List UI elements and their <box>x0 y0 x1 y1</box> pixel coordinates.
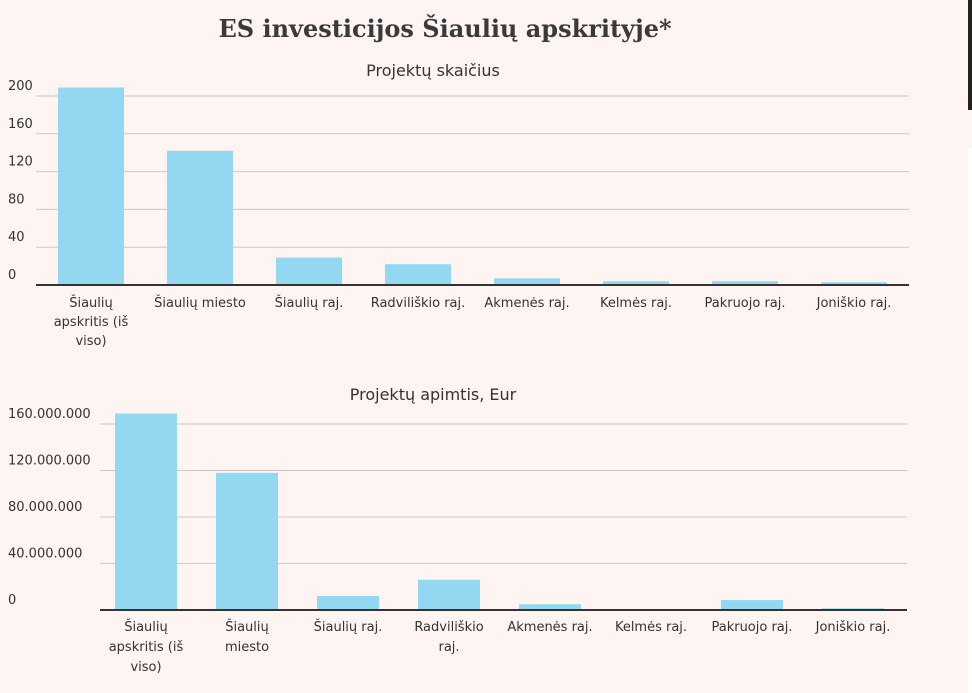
x-tick-label-line: apskritis (iš <box>109 640 184 655</box>
chart-0-x-tick-label: Radviliškio raj. <box>371 296 466 311</box>
chart-0-y-tick-label: 40 <box>8 230 25 245</box>
chart-1-bar <box>519 604 581 610</box>
x-tick-label-line: apskritis (iš <box>54 315 129 330</box>
x-tick-label-line: Šiaulių raj. <box>275 295 344 311</box>
window-edge-lower <box>968 148 972 693</box>
window-edge <box>968 0 972 110</box>
chart-1-x-tick-label: Pakruojo raj. <box>711 620 792 635</box>
x-tick-label-line: Akmenės raj. <box>484 296 569 311</box>
chart-0-y-tick-label: 160 <box>8 117 33 132</box>
chart-1-y-tick-label: 80.000.000 <box>8 500 82 515</box>
chart-1-bar <box>216 472 278 610</box>
x-tick-label-line: Šiaulių <box>124 619 168 635</box>
x-tick-label-line: miesto <box>225 640 269 655</box>
chart-1-x-tick-label: Akmenės raj. <box>507 620 592 635</box>
x-tick-label-line: Joniškio raj. <box>816 296 892 311</box>
chart-0-x-tick-label: Šiaulių miesto <box>154 295 246 311</box>
chart-0-bar <box>58 87 124 286</box>
chart-0-bar <box>603 281 669 285</box>
x-tick-label-line: Pakruojo raj. <box>704 296 785 311</box>
chart-1-y-tick-label: 0 <box>8 593 16 608</box>
chart-0-title: Projektų skaičius <box>366 61 500 80</box>
chart-0-bar <box>821 282 887 285</box>
chart-0-y-tick-label: 0 <box>8 268 16 283</box>
chart-0-bar <box>167 150 233 285</box>
chart-1-x-tick-label: Joniškio raj. <box>815 620 891 635</box>
chart-0-x-tick-label: Joniškio raj. <box>816 296 892 311</box>
x-tick-label-line: raj. <box>438 640 459 655</box>
chart-1-y-tick-label: 120.000.000 <box>8 454 91 469</box>
chart-1-bar <box>721 600 783 610</box>
chart-1-bar <box>115 413 177 610</box>
chart-0-y-tick-label: 80 <box>8 192 25 207</box>
x-tick-label-line: Šiaulių raj. <box>314 619 383 635</box>
x-tick-label-line: Kelmės raj. <box>600 296 672 311</box>
x-tick-label-line: Pakruojo raj. <box>711 620 792 635</box>
x-tick-label-line: Akmenės raj. <box>507 620 592 635</box>
chart-1-title: Projektų apimtis, Eur <box>350 385 517 404</box>
chart-1-x-tick-label: Kelmės raj. <box>615 620 687 635</box>
chart-0-x-tick-label: Šiaulių raj. <box>275 295 344 311</box>
chart-0-x-tick-label: Pakruojo raj. <box>704 296 785 311</box>
chart-1-y-tick-label: 160.000.000 <box>8 407 91 422</box>
chart-0-bar <box>385 264 451 285</box>
x-tick-label-line: Kelmės raj. <box>615 620 687 635</box>
chart-0-x-tick-label: Kelmės raj. <box>600 296 672 311</box>
x-tick-label-line: Šiaulių miesto <box>154 295 246 311</box>
chart-0-y-tick-label: 120 <box>8 155 33 170</box>
x-tick-label-line: Joniškio raj. <box>815 620 891 635</box>
chart-1-x-tick-label: Šiaulių raj. <box>314 619 383 635</box>
chart-1-y-tick-label: 40.000.000 <box>8 547 82 562</box>
x-tick-label-line: Radviliškio raj. <box>371 296 466 311</box>
chart-1-x-tick-label: Šiaulių apskritis (iš viso) <box>109 619 184 675</box>
chart-0-y-tick-label: 200 <box>8 79 33 94</box>
x-tick-label-line: viso) <box>75 334 106 349</box>
chart-0-bar <box>494 278 560 285</box>
main-title: ES investicijos Šiaulių apskrityje* <box>218 14 672 43</box>
chart-1-x-tick-label: Šiaulių miesto <box>225 619 269 655</box>
chart-0-x-tick-label: Šiaulių apskritis (iš viso) <box>54 295 129 349</box>
chart-1-x-tick-label: Radviliškio raj. <box>414 620 483 655</box>
chart-0-bar <box>712 281 778 285</box>
chart-1-bar <box>317 596 379 610</box>
x-tick-label-line: Šiaulių <box>225 619 269 635</box>
x-tick-label-line: Radviliškio <box>414 620 483 635</box>
chart-0-bar <box>276 257 342 285</box>
chart-1-bar <box>418 579 480 610</box>
x-tick-label-line: viso) <box>130 660 161 675</box>
x-tick-label-line: Šiaulių <box>69 295 113 311</box>
chart-0-x-tick-label: Akmenės raj. <box>484 296 569 311</box>
